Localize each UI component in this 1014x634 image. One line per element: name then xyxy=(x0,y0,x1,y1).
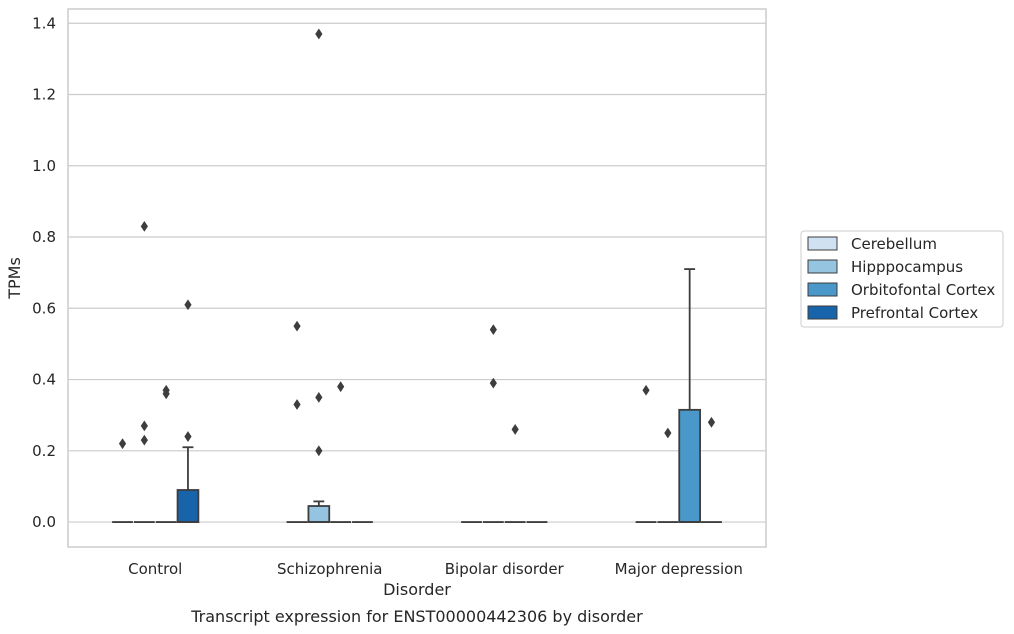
legend-swatch-cerebellum xyxy=(807,236,838,251)
plot-frame xyxy=(67,8,767,548)
box-body xyxy=(307,505,331,523)
legend-swatch-hipppocampus xyxy=(807,259,838,274)
outlier-point xyxy=(162,388,170,400)
y-tick-label: 0.8 xyxy=(32,228,56,246)
y-tick-label: 0.6 xyxy=(32,299,56,317)
legend-swatch-orbitofontal-cortex xyxy=(807,282,838,297)
outlier-point xyxy=(642,384,650,396)
legend-label-cerebellum: Cerebellum xyxy=(851,235,937,253)
box-body xyxy=(678,408,701,523)
box-schizophrenia-hipppocampus xyxy=(307,500,331,523)
legend-label-orbitofontal-cortex: Orbitofontal Cortex xyxy=(851,281,995,299)
legend-frame xyxy=(800,230,1004,328)
y-tick-label: 0.2 xyxy=(32,442,56,460)
outlier-point xyxy=(140,420,148,432)
x-tick-label: Major depression xyxy=(615,560,743,578)
x-tick-label: Bipolar disorder xyxy=(445,560,565,578)
y-tick-labels: 0.0 0.2 0.4 0.6 0.8 1.0 1.2 1.4 xyxy=(32,14,56,531)
legend-swatch-prefrontal-cortex xyxy=(807,305,838,320)
outlier-point xyxy=(315,28,323,40)
outlier-point xyxy=(140,434,148,446)
legend-label-hipppocampus: Hipppocampus xyxy=(851,258,963,276)
outlier-point xyxy=(511,424,519,435)
box-body xyxy=(176,489,200,523)
outlier-point xyxy=(337,381,345,393)
outlier-point xyxy=(315,445,323,457)
outlier-point xyxy=(489,377,497,389)
boxes xyxy=(112,268,722,523)
legend: Cerebellum Hipppocampus Orbitofontal Corte… xyxy=(800,230,1004,328)
outlier-point xyxy=(118,438,127,450)
y-tick-label: 1.0 xyxy=(32,157,56,175)
outlier-point xyxy=(315,391,323,403)
y-tick-label: 0.0 xyxy=(32,513,56,531)
outlier-point xyxy=(664,427,672,439)
y-tick-label: 1.4 xyxy=(32,14,56,32)
outlier-point xyxy=(184,299,192,311)
x-axis-title: Disorder xyxy=(383,580,451,599)
chart-caption: Transcript expression for ENST0000044230… xyxy=(190,607,643,626)
box-control-prefrontal-cortex xyxy=(176,446,200,523)
x-tick-label: Control xyxy=(128,560,182,578)
outliers xyxy=(118,28,716,457)
outlier-point xyxy=(184,431,192,442)
box-major-depression-orbitofontal-cortex xyxy=(678,268,701,523)
gridlines xyxy=(68,22,766,523)
legend-label-prefrontal-cortex: Prefrontal Cortex xyxy=(851,304,978,322)
x-tick-label: Schizophrenia xyxy=(277,560,382,578)
x-tick-labels: Control Schizophrenia Bipolar disorder Majo… xyxy=(128,560,743,578)
y-tick-label: 1.2 xyxy=(32,86,56,104)
y-axis-title: TPMs xyxy=(5,257,24,300)
outlier-point xyxy=(293,320,301,332)
outlier-point xyxy=(489,324,497,336)
outlier-point xyxy=(707,416,716,428)
outlier-point xyxy=(140,220,148,232)
outlier-point xyxy=(293,399,301,410)
y-tick-label: 0.4 xyxy=(32,371,56,389)
